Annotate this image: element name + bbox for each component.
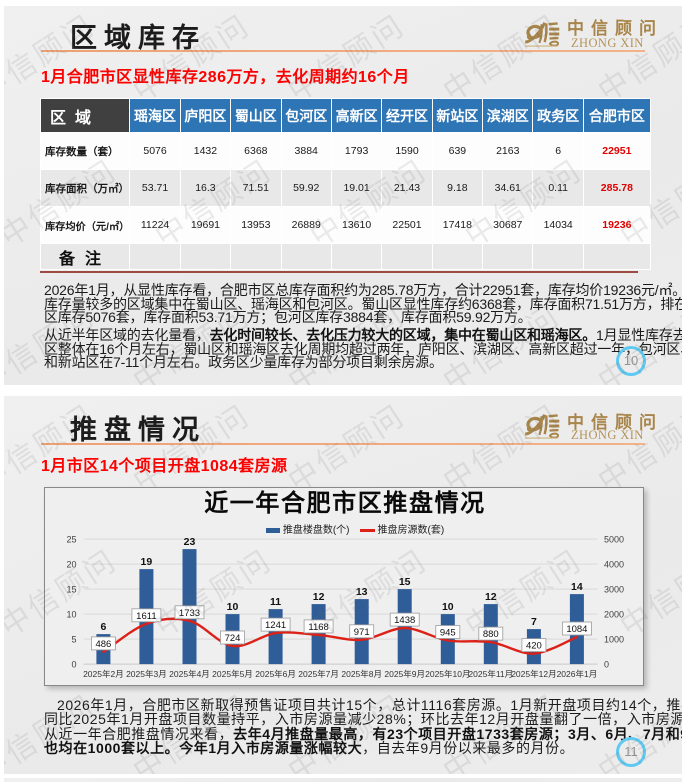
svg-text:2025年4月: 2025年4月 [169, 669, 210, 679]
svg-text:19: 19 [141, 556, 153, 568]
svg-text:20: 20 [66, 560, 76, 570]
svg-text:2025年7月: 2025年7月 [298, 669, 339, 679]
svg-text:10: 10 [227, 601, 239, 613]
svg-text:15: 15 [399, 576, 411, 588]
svg-text:25: 25 [66, 535, 76, 545]
svg-text:7: 7 [531, 616, 537, 628]
svg-text:15: 15 [66, 585, 76, 595]
svg-text:10: 10 [66, 610, 76, 620]
svg-text:2025年6月: 2025年6月 [255, 669, 296, 679]
svg-text:2025年8月: 2025年8月 [341, 669, 382, 679]
svg-text:3000: 3000 [604, 585, 624, 595]
svg-text:2025年10月: 2025年10月 [425, 669, 470, 679]
svg-text:2026年1月: 2026年1月 [557, 669, 598, 679]
svg-text:1000: 1000 [604, 635, 624, 645]
svg-text:486: 486 [95, 639, 111, 650]
svg-text:2025年9月: 2025年9月 [384, 669, 425, 679]
svg-text:880: 880 [483, 629, 499, 640]
svg-text:4000: 4000 [604, 560, 624, 570]
svg-text:2025年3月: 2025年3月 [126, 669, 167, 679]
svg-text:945: 945 [440, 628, 456, 639]
svg-text:6: 6 [100, 621, 106, 633]
svg-text:12: 12 [313, 591, 325, 603]
svg-text:5: 5 [71, 635, 76, 645]
svg-text:2025年2月: 2025年2月 [83, 669, 124, 679]
svg-text:1168: 1168 [308, 622, 328, 633]
svg-text:0: 0 [604, 660, 609, 670]
svg-text:971: 971 [354, 627, 370, 638]
svg-text:724: 724 [225, 633, 241, 644]
svg-text:1241: 1241 [265, 620, 286, 631]
svg-text:1438: 1438 [394, 615, 415, 626]
svg-text:11: 11 [270, 596, 281, 608]
svg-text:420: 420 [526, 641, 542, 652]
svg-text:12: 12 [485, 591, 497, 603]
svg-text:5000: 5000 [604, 535, 624, 545]
svg-text:14: 14 [571, 581, 583, 593]
svg-text:0: 0 [71, 660, 76, 670]
svg-text:10: 10 [442, 601, 454, 613]
svg-text:2025年12月: 2025年12月 [511, 669, 556, 679]
svg-text:23: 23 [184, 536, 196, 548]
svg-text:2025年11月: 2025年11月 [468, 669, 513, 679]
svg-text:1611: 1611 [136, 611, 156, 622]
svg-text:2000: 2000 [604, 610, 624, 620]
svg-text:13: 13 [356, 586, 368, 598]
svg-text:1084: 1084 [566, 624, 587, 635]
svg-text:1733: 1733 [179, 608, 200, 619]
svg-text:2025年5月: 2025年5月 [212, 669, 253, 679]
